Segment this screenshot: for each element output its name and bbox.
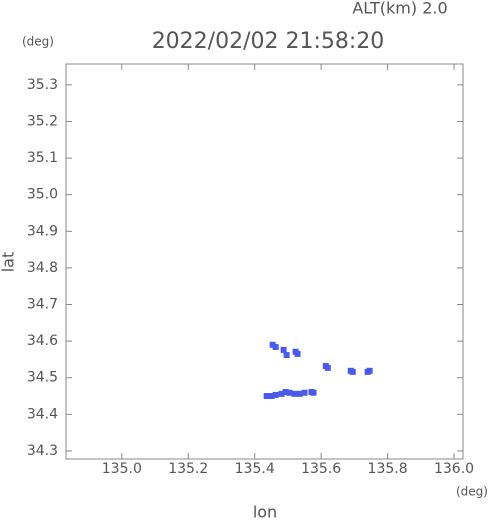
echo-point <box>294 350 301 357</box>
chart-title: 2022/02/02 21:58:20 <box>152 29 385 54</box>
x-tick-label: 135.0 <box>102 461 142 477</box>
echo-point <box>283 352 290 359</box>
x-axis-label: lon <box>253 503 277 521</box>
echo-point <box>286 389 293 396</box>
y-tick-label: 35.2 <box>27 113 58 129</box>
y-tick-label: 34.4 <box>27 406 58 422</box>
echo-point <box>268 393 275 400</box>
echo-point <box>324 364 331 371</box>
y-tick-label: 34.7 <box>27 297 58 313</box>
echo-point <box>263 393 270 400</box>
x-tick-label: 136.0 <box>434 461 474 477</box>
y-unit: (deg) <box>22 35 54 49</box>
echo-point <box>280 346 287 353</box>
y-tick-label: 35.0 <box>27 187 58 203</box>
y-tick-label: 34.8 <box>27 260 58 276</box>
y-tick-label: 34.3 <box>27 443 58 459</box>
echo-point <box>349 368 356 375</box>
y-axis-label: lat <box>0 252 18 273</box>
echo-point <box>272 391 279 398</box>
y-tick-label: 34.5 <box>27 370 58 386</box>
echo-point <box>291 390 298 397</box>
x-unit: (deg) <box>456 485 488 499</box>
y-tick-label: 35.3 <box>27 77 58 93</box>
x-tick-label: 135.8 <box>368 461 408 477</box>
altitude-label: ALT(km) 2.0 <box>352 0 447 18</box>
x-tick-label: 135.6 <box>301 461 341 477</box>
y-tick-label: 34.9 <box>27 223 58 239</box>
x-tick-label: 135.4 <box>235 461 275 477</box>
plot-frame <box>65 63 464 460</box>
echo-point <box>272 343 279 350</box>
echo-point <box>296 390 303 397</box>
echo-point <box>301 389 308 396</box>
echo-point <box>310 389 317 396</box>
echo-point <box>278 390 285 397</box>
y-tick-label: 35.1 <box>27 150 58 166</box>
echo-point <box>366 367 373 374</box>
x-tick-label: 135.2 <box>168 461 208 477</box>
y-tick-label: 34.6 <box>27 333 58 349</box>
echo-point <box>282 389 289 396</box>
